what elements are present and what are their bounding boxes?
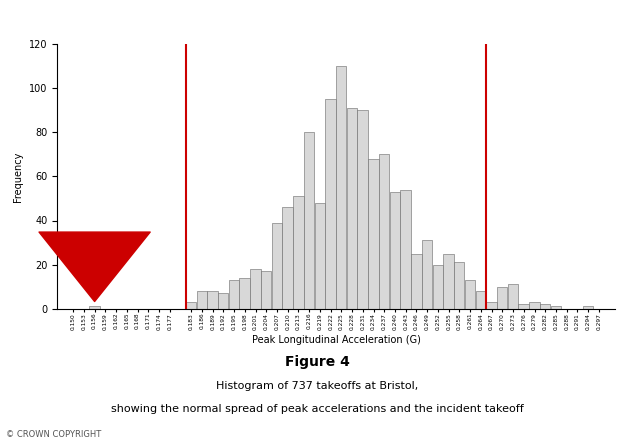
X-axis label: Peak Longitudinal Acceleration (G): Peak Longitudinal Acceleration (G) xyxy=(252,335,420,345)
Bar xyxy=(368,159,378,309)
Bar xyxy=(529,302,540,309)
Bar xyxy=(422,240,432,309)
Bar xyxy=(89,306,100,309)
Bar xyxy=(347,108,357,309)
Bar xyxy=(282,207,293,309)
Bar xyxy=(261,271,271,309)
Bar xyxy=(583,306,593,309)
Text: © CROWN COPYRIGHT: © CROWN COPYRIGHT xyxy=(6,430,101,439)
Bar xyxy=(229,280,239,309)
Bar xyxy=(314,203,325,309)
Text: Histogram of 737 takeoffs at Bristol,: Histogram of 737 takeoffs at Bristol, xyxy=(216,381,418,392)
Bar xyxy=(550,306,561,309)
Bar xyxy=(519,304,529,309)
Bar xyxy=(325,99,335,309)
Bar xyxy=(250,269,261,309)
Bar xyxy=(186,302,196,309)
Bar xyxy=(432,265,443,309)
Bar xyxy=(240,278,250,309)
Bar xyxy=(497,287,507,309)
Bar xyxy=(390,192,400,309)
Bar xyxy=(207,291,217,309)
Bar xyxy=(197,291,207,309)
Bar xyxy=(465,280,475,309)
Bar xyxy=(293,196,304,309)
Bar xyxy=(454,262,465,309)
Bar xyxy=(411,254,422,309)
Bar xyxy=(508,284,518,309)
Bar xyxy=(358,110,368,309)
Bar xyxy=(486,302,496,309)
Bar xyxy=(304,132,314,309)
Y-axis label: Frequency: Frequency xyxy=(13,151,23,202)
Bar xyxy=(218,293,228,309)
Text: Figure 4: Figure 4 xyxy=(285,355,349,369)
Bar xyxy=(540,304,550,309)
Bar xyxy=(336,66,346,309)
Text: showing the normal spread of peak accelerations and the incident takeoff: showing the normal spread of peak accele… xyxy=(110,404,524,414)
Bar xyxy=(476,291,486,309)
Bar xyxy=(271,223,282,309)
Bar xyxy=(401,190,411,309)
Bar xyxy=(379,154,389,309)
Bar xyxy=(443,254,454,309)
